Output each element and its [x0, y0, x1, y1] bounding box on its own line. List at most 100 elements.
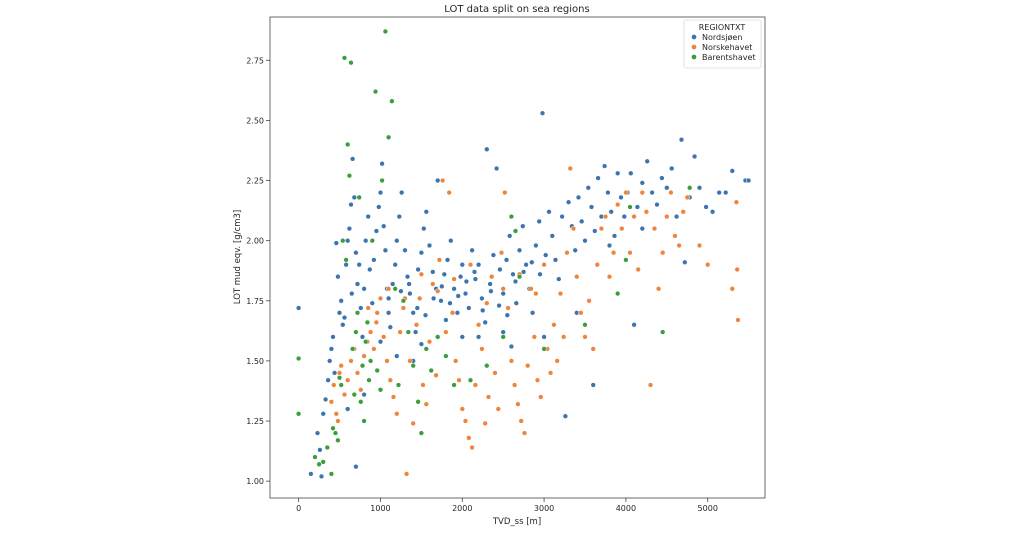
- data-point: [709, 209, 716, 215]
- data-point: [539, 110, 546, 116]
- data-point: [537, 271, 543, 277]
- data-point: [451, 286, 457, 292]
- data-point: [487, 281, 493, 287]
- data-point: [336, 375, 343, 381]
- data-point: [414, 305, 420, 311]
- legend-marker: [691, 34, 697, 40]
- data-point: [454, 310, 461, 316]
- data-point: [447, 300, 453, 306]
- data-point: [369, 300, 375, 306]
- data-point: [348, 201, 354, 208]
- data-point: [331, 382, 337, 388]
- data-point: [332, 430, 339, 436]
- series-barentshavet: [295, 28, 693, 477]
- data-point: [523, 262, 529, 268]
- data-point: [428, 367, 434, 374]
- data-point: [549, 233, 555, 239]
- data-point: [559, 213, 565, 220]
- data-point: [341, 391, 348, 398]
- data-point: [327, 358, 333, 364]
- data-point: [601, 163, 608, 169]
- data-point: [295, 355, 302, 362]
- data-point: [493, 165, 500, 172]
- data-point: [543, 252, 549, 258]
- data-point: [570, 225, 577, 232]
- data-point: [320, 411, 326, 417]
- data-point: [330, 425, 336, 431]
- data-point: [444, 257, 451, 263]
- data-point: [335, 274, 341, 280]
- data-point: [647, 382, 654, 388]
- data-point: [341, 314, 348, 321]
- data-point: [562, 413, 569, 419]
- data-point: [556, 276, 562, 282]
- data-point: [651, 225, 658, 232]
- data-point: [466, 305, 472, 311]
- data-point: [547, 370, 554, 376]
- data-point: [508, 343, 515, 350]
- data-point: [619, 225, 625, 232]
- data-point: [541, 334, 547, 340]
- data-point: [631, 322, 637, 328]
- data-point: [644, 158, 650, 164]
- data-point: [469, 247, 475, 253]
- data-point: [385, 310, 392, 316]
- data-point: [528, 286, 534, 292]
- legend-title: REGIONTXT: [699, 23, 746, 32]
- data-point: [451, 276, 457, 282]
- data-point: [582, 238, 588, 244]
- data-point: [385, 295, 392, 302]
- data-point: [510, 271, 516, 277]
- data-point: [520, 223, 526, 229]
- data-point: [413, 322, 420, 328]
- data-point: [471, 269, 478, 275]
- data-point: [462, 290, 469, 297]
- data-point: [387, 377, 393, 383]
- data-point: [418, 271, 425, 277]
- data-point: [660, 250, 666, 256]
- data-point: [415, 266, 421, 273]
- data-point: [374, 367, 380, 374]
- data-point: [353, 329, 359, 335]
- data-point: [377, 295, 384, 302]
- x-tick-label: 1000: [370, 504, 390, 513]
- data-point: [358, 399, 364, 405]
- data-point: [575, 194, 582, 201]
- data-point: [340, 238, 346, 244]
- data-point: [406, 281, 412, 287]
- data-point: [418, 250, 425, 256]
- data-point: [333, 411, 339, 417]
- data-point: [426, 242, 433, 249]
- data-point: [595, 175, 601, 181]
- data-point: [634, 204, 641, 210]
- legend-label: Norskehavet: [702, 43, 752, 52]
- data-point: [396, 213, 402, 220]
- data-point: [564, 250, 570, 256]
- data-point: [538, 394, 544, 400]
- data-point: [377, 387, 384, 393]
- x-tick-label: 0: [296, 504, 301, 513]
- data-point: [534, 377, 541, 383]
- data-point: [379, 177, 385, 184]
- data-point: [336, 370, 343, 376]
- data-point: [529, 259, 535, 265]
- data-point: [439, 177, 446, 184]
- data-point: [448, 238, 454, 244]
- data-point: [602, 213, 609, 220]
- data-point: [397, 329, 403, 335]
- data-point: [615, 170, 621, 176]
- data-point: [582, 334, 588, 340]
- data-point: [502, 189, 508, 196]
- data-point: [354, 370, 361, 376]
- data-point: [475, 334, 482, 340]
- data-point: [403, 471, 410, 477]
- data-point: [484, 300, 490, 306]
- data-point: [389, 98, 395, 104]
- data-point: [387, 324, 393, 330]
- x-tick-label: 5000: [698, 504, 718, 513]
- data-point: [618, 194, 624, 201]
- data-point: [407, 358, 413, 364]
- data-point: [480, 307, 486, 314]
- data-point: [668, 189, 674, 196]
